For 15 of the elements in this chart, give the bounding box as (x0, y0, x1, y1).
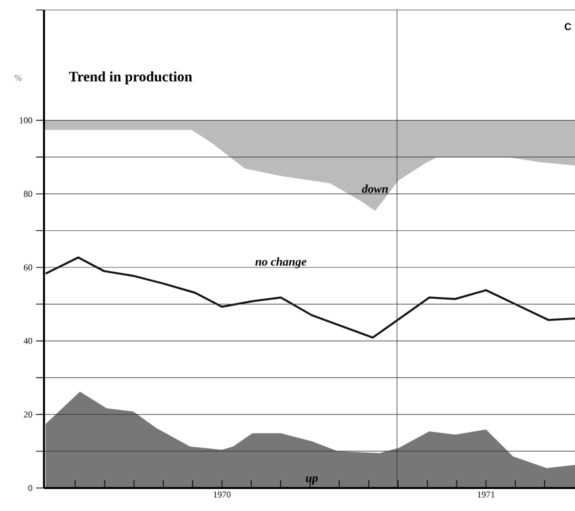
text: no change (255, 257, 306, 268)
y-tick-label: 60 (24, 264, 32, 270)
y-tick-label: 0 (28, 484, 32, 492)
y-tick-label: 20 (24, 411, 32, 418)
x-tick-label: 1970 (214, 492, 231, 498)
x-tick-label: 1971 (478, 492, 494, 498)
y-tick-label: 40 (24, 338, 32, 344)
annotation: C (564, 23, 572, 30)
y-axis-title: % (14, 74, 22, 81)
y-tick-label: 100 (20, 117, 32, 124)
line-series (44, 256, 575, 339)
series-label: down (362, 184, 388, 193)
y-tick-label: 80 (24, 190, 32, 197)
series-label: up (306, 476, 318, 484)
text: Trend in production (68, 71, 192, 84)
